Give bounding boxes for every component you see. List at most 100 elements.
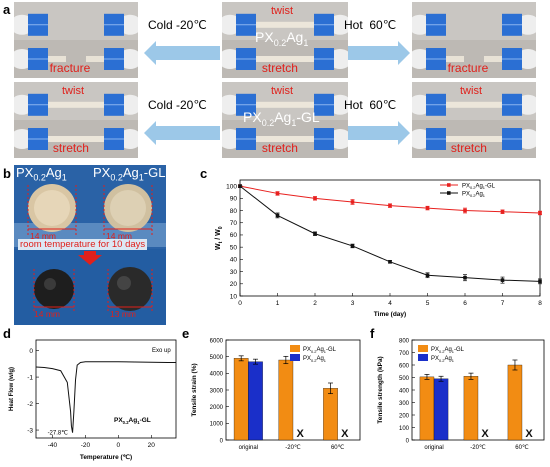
chart-e: 0 1000 2000 3000 4000 5000 6000 Tensile strain … [191,338,361,451]
size-bottom-right: 13 mm [110,309,136,319]
y-tick-label: 10 [230,293,238,300]
data-point [500,209,505,214]
text-span: Ag [475,191,482,197]
arrow-hot-row-1-label: Hot 60℃ [344,18,397,32]
data-point [538,279,542,284]
category-label: -20℃ [470,445,486,451]
y-tick-label: 100 [399,426,410,432]
y-tick-label: 80 [230,208,238,215]
y-axis-title: Heat Flow (w/g) [9,367,15,411]
sample-disc-top-right-inner [110,190,146,226]
plot-frame [239,179,541,297]
text-span: -GL [454,347,465,353]
category-label: original [424,445,443,451]
label-fracture-1-left: fracture [49,61,91,75]
heat-flow-curve [35,361,176,433]
size-bottom-left: 14 mm [34,309,60,319]
bar [419,376,435,441]
arrow-shape [144,41,220,65]
y-tick-label: 20 [230,281,238,288]
sample-strip [442,136,506,142]
text-span: PX [431,347,439,353]
data-point [463,275,467,280]
sample-photo-2-center [222,82,348,158]
data-point [313,231,317,236]
data-point [463,208,467,213]
text-span: t [218,241,224,243]
data-point [238,184,242,188]
text-span: 1 [483,193,485,198]
strip-broken-left [442,56,464,62]
label-stretch-2-right: stretch [450,141,487,155]
panel-b-label-right: PX0.2Ag1-GL [93,165,166,183]
sample-photo-1-left [14,2,138,78]
legend-label: PX0.2Ag1-GL [462,183,496,190]
size-arrows [28,228,152,308]
sample-strip [252,101,318,108]
y-tick-label: 2000 [210,405,224,411]
strip-broken-right [484,56,506,62]
text-span: PX [431,356,439,362]
label-twist-2-left: twist [62,85,84,97]
x-tick-label: 6 [463,300,467,307]
arrow-cold-row-2-label: Cold -20℃ [148,98,207,112]
legend-marker [447,191,451,195]
text-span: PX [462,191,470,197]
sample-label: PX0.2Ag1-GL [114,417,151,425]
category-label: -20℃ [285,445,301,451]
text-span: 0.2 [439,349,444,354]
x-tick-label: 0 [238,300,242,307]
text-span: 1 [324,358,326,363]
panel-d-letter: d [3,326,11,341]
text-span: / W [215,229,222,242]
text-span: Ag [444,356,451,362]
data-point [500,278,505,282]
text-span: 0 [218,226,224,229]
text-span: 0.2 [311,358,316,363]
y-tick-label: 500 [399,376,410,382]
sample-strip [44,136,108,142]
data-point [538,211,542,215]
y-tick-label: 600 [399,363,410,369]
sample-strip [252,21,318,28]
arrow-hot-row-2-label: Hot 60℃ [344,98,397,112]
x-tick-label: -20 [81,442,91,449]
bar [433,378,449,441]
y-tick-label: 4000 [210,372,224,378]
series-line [239,185,541,282]
category-label: original [239,445,258,451]
arrow-cold-row-2 [144,121,220,145]
sample-disc-bottom-right-shine [117,276,131,290]
y-tick-label: 90 [230,196,238,203]
sample-strip [442,101,506,108]
plot-frame [35,339,177,439]
x-axis-title: Temperature (℃) [80,453,132,461]
sample-strip [252,56,318,62]
strip-broken-right [86,56,108,62]
text-span: 1 [452,358,454,363]
panel-c-letter: c [200,166,208,181]
x-tick-label: 0 [117,442,121,449]
y-tick-label: 60 [230,232,238,239]
size-top-left: 14 mm [30,231,56,241]
sample-strip [252,136,318,142]
y-tick-label: 100 [226,183,237,190]
label-twist-2-center: twist [271,85,293,97]
sample-photo-svg [412,2,536,78]
y-tick-label: 40 [230,257,238,264]
text-span: Ag [129,417,138,424]
missing-sample-x: X [296,428,304,440]
text-span: PX [462,183,470,189]
y-tick-label: 3000 [210,388,224,394]
label-twist-1-center: twist [271,5,293,17]
data-point [313,196,317,201]
label-fracture-1-right: fracture [447,61,489,75]
y-tick-label: 6000 [210,338,224,344]
y-tick-label: 300 [399,401,410,407]
aging-condition-text: room temperature for 10 days [18,239,148,250]
label-stretch-2-center: stretch [261,141,298,155]
text-span: 1 [137,420,140,425]
text-span: Ag [444,347,451,353]
text-span: 0.2 [123,420,130,425]
text-span: PX [114,417,123,424]
